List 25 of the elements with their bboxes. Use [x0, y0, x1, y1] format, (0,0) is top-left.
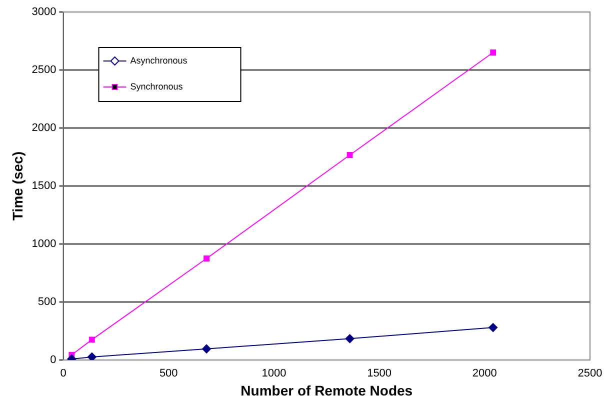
y-axis-title: Time (sec) — [9, 152, 26, 220]
point — [346, 152, 353, 158]
x-tick-label: 0 — [60, 368, 66, 380]
x-axis-title: Number of Remote Nodes — [240, 382, 413, 398]
legend-label: Synchronous — [130, 81, 184, 92]
point — [87, 352, 96, 360]
y-tick-label: 1000 — [32, 238, 56, 250]
y-tick-label: 0 — [50, 354, 56, 366]
legend-label: Asynchronous — [130, 55, 188, 66]
x-tick-label: 2500 — [578, 368, 602, 380]
x-tick-label: 500 — [159, 368, 178, 380]
y-tick-label: 500 — [38, 296, 56, 308]
y-tick-label: 2500 — [32, 64, 56, 76]
y-tick-label: 2000 — [32, 122, 56, 134]
x-tick-label: 1000 — [262, 368, 286, 380]
point — [202, 344, 212, 354]
point — [88, 336, 95, 343]
y-tick-label: 1500 — [32, 180, 56, 192]
x-tick-label: 2000 — [472, 368, 497, 380]
point — [204, 256, 210, 262]
point — [488, 323, 498, 332]
point — [345, 334, 354, 344]
point — [490, 50, 496, 56]
y-tick-label: 3000 — [32, 6, 56, 18]
x-tick-label: 1500 — [367, 368, 392, 380]
